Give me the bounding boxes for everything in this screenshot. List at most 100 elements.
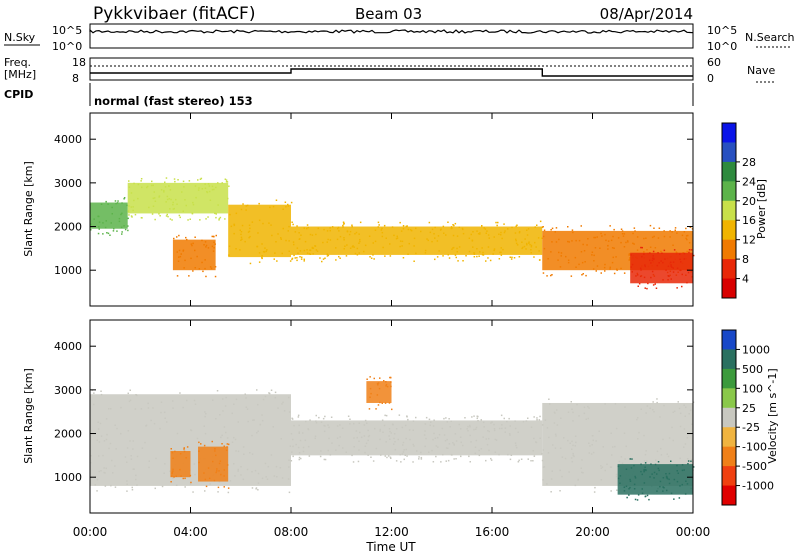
power-speckle bbox=[296, 225, 298, 227]
power-speckle bbox=[182, 180, 185, 183]
velocity-speckle bbox=[559, 447, 562, 449]
velocity-speckle bbox=[615, 473, 618, 476]
velocity-speckle bbox=[385, 385, 387, 387]
velocity-speckle bbox=[587, 417, 589, 420]
power-speckle bbox=[559, 266, 562, 268]
velocity-speckle bbox=[448, 443, 451, 445]
power-speckle bbox=[640, 269, 642, 271]
power-speckle bbox=[173, 207, 175, 210]
velocity-speckle bbox=[617, 477, 620, 480]
power-speckle bbox=[669, 261, 672, 264]
power-speckle bbox=[500, 234, 502, 236]
power-speckle bbox=[343, 239, 345, 241]
power-speckle bbox=[428, 221, 431, 224]
velocity-speckle bbox=[449, 426, 451, 428]
power-speckle bbox=[359, 221, 362, 224]
velocity-speckle bbox=[572, 454, 574, 457]
velocity-speckle bbox=[336, 437, 339, 439]
power-speckle bbox=[185, 204, 187, 207]
velocity-speckle bbox=[212, 460, 214, 463]
velocity-speckle bbox=[574, 484, 577, 487]
velocity-speckle bbox=[208, 477, 211, 480]
velocity-ytick-label-3: 4000 bbox=[54, 340, 82, 353]
noise-right-tick-top: 10^5 bbox=[707, 24, 737, 37]
power-speckle bbox=[640, 246, 642, 249]
power-speckle bbox=[486, 230, 488, 232]
power-speckle bbox=[183, 186, 185, 188]
velocity-speckle bbox=[315, 422, 318, 424]
velocity-speckle bbox=[467, 425, 469, 428]
velocity-speckle bbox=[452, 442, 454, 444]
velocity-speckle bbox=[533, 455, 536, 457]
velocity-speckle bbox=[619, 482, 621, 484]
power-speckle bbox=[152, 205, 155, 207]
power-speckle bbox=[649, 252, 651, 254]
time-tick-label-4: 16:00 bbox=[475, 525, 510, 539]
velocity-speckle bbox=[683, 446, 685, 448]
power-speckle bbox=[117, 200, 119, 202]
power-speckle bbox=[502, 248, 504, 251]
power-speckle bbox=[358, 233, 360, 235]
power-speckle bbox=[182, 210, 184, 212]
velocity-speckle bbox=[429, 424, 431, 427]
velocity-speckle bbox=[135, 394, 137, 396]
velocity-speckle bbox=[418, 456, 420, 458]
power-speckle bbox=[261, 256, 263, 259]
velocity-speckle bbox=[235, 450, 237, 452]
velocity-speckle bbox=[182, 406, 184, 409]
power-speckle bbox=[476, 230, 478, 232]
velocity-speckle bbox=[234, 438, 237, 441]
velocity-speckle bbox=[370, 392, 372, 395]
velocity-speckle bbox=[474, 452, 477, 455]
power-speckle bbox=[131, 216, 133, 218]
power-ytick-label-2: 3000 bbox=[54, 177, 82, 190]
power-speckle bbox=[204, 183, 206, 185]
power-speckle bbox=[515, 225, 517, 228]
velocity-speckle bbox=[681, 464, 684, 466]
power-speckle bbox=[249, 262, 252, 265]
power-speckle bbox=[349, 247, 352, 249]
power-speckle bbox=[329, 229, 331, 232]
velocity-speckle bbox=[539, 437, 541, 439]
power-speckle bbox=[275, 199, 278, 201]
power-speckle bbox=[178, 214, 181, 217]
power-feature-band-3 bbox=[291, 226, 543, 255]
velocity-speckle bbox=[644, 462, 647, 464]
power-speckle bbox=[462, 228, 464, 231]
velocity-speckle bbox=[255, 487, 258, 489]
velocity-speckle bbox=[466, 428, 468, 430]
power-speckle bbox=[401, 245, 403, 247]
velocity-colorbar-tick-label: 100 bbox=[742, 382, 763, 395]
velocity-speckle bbox=[548, 436, 550, 439]
power-speckle bbox=[651, 270, 654, 273]
velocity-speckle bbox=[233, 436, 235, 439]
power-speckle bbox=[192, 203, 195, 206]
velocity-speckle bbox=[186, 446, 189, 448]
power-speckle bbox=[526, 242, 528, 245]
velocity-speckle bbox=[388, 435, 390, 437]
power-speckle bbox=[565, 255, 567, 258]
velocity-speckle bbox=[440, 461, 442, 463]
power-speckle bbox=[632, 232, 634, 235]
power-speckle bbox=[594, 247, 597, 249]
power-feature-band-1 bbox=[127, 182, 229, 214]
power-speckle bbox=[526, 229, 528, 231]
velocity-speckle bbox=[180, 475, 182, 477]
power-speckle bbox=[400, 230, 403, 232]
power-speckle bbox=[374, 240, 377, 243]
power-speckle bbox=[239, 249, 241, 251]
power-speckle bbox=[329, 239, 332, 241]
velocity-speckle bbox=[124, 456, 127, 458]
velocity-speckle bbox=[659, 485, 661, 488]
velocity-colorbar-tick-label: -500 bbox=[742, 460, 767, 473]
velocity-speckle bbox=[288, 459, 290, 461]
power-speckle bbox=[543, 247, 546, 250]
velocity-speckle bbox=[659, 480, 662, 483]
velocity-speckle bbox=[610, 466, 613, 468]
time-tick-label-2: 08:00 bbox=[274, 525, 309, 539]
power-speckle bbox=[679, 258, 681, 261]
power-speckle bbox=[163, 191, 165, 193]
power-speckle bbox=[104, 226, 107, 229]
velocity-speckle bbox=[666, 476, 668, 478]
